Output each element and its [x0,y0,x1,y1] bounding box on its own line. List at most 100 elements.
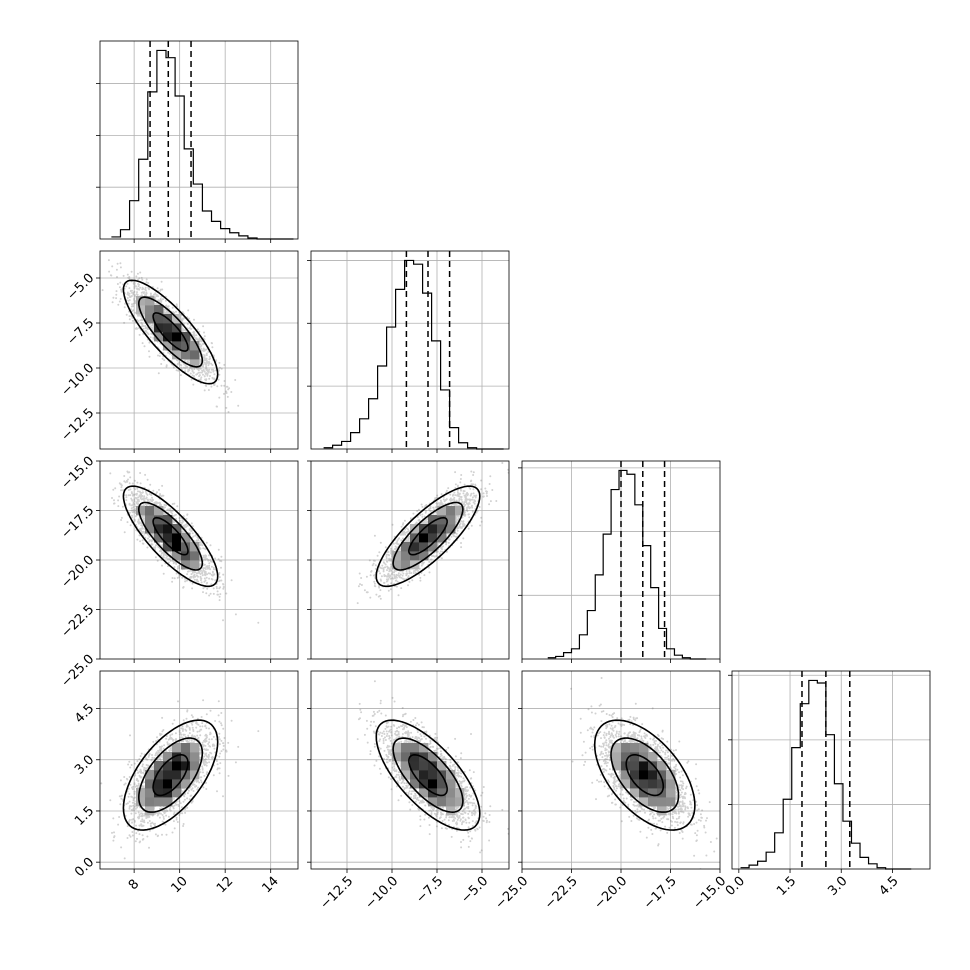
density-cell [181,551,191,561]
panel-frame [310,460,510,660]
density-cell [181,779,191,789]
density-cell [172,524,182,534]
density-cell [172,752,182,762]
y-tick-label: −7.5 [64,316,97,349]
histogram-step-line [111,49,294,240]
contour-line [610,737,680,813]
panel-content [100,699,260,860]
density-cell [639,788,649,798]
contour-line [625,754,665,797]
density-cell [666,779,676,789]
density-cell [154,506,164,516]
density-cell [666,797,676,807]
density-cell [401,770,411,780]
panel-frame [99,670,299,870]
panel-content [356,680,509,854]
density-cell [163,779,173,789]
x-tick-label: −7.5 [413,874,446,907]
density-cell [446,788,456,798]
density-cell [172,350,182,360]
density-cell [612,761,622,771]
density-cell [181,761,191,771]
density-cell [163,515,173,525]
contour-line [152,754,189,797]
density-cell [428,542,438,552]
y-tick-label: −10.0 [59,361,98,400]
panel-frame [99,40,299,240]
panel-frame [310,250,510,450]
y-tick-label: 3.0 [72,752,97,777]
density-cell [428,770,438,780]
density-cell [639,743,649,753]
panel-frame [731,670,931,870]
density-cell [446,806,456,816]
density-cell [190,752,200,762]
density-cell [428,515,438,525]
density-cell [145,296,155,306]
density-cell [154,533,164,543]
density-cell [154,314,164,324]
density-cell [428,533,438,543]
x-tick-label: −25.0 [493,874,532,913]
x-tick-label: −12.5 [318,874,357,913]
density-cell [410,542,420,552]
contour-line [375,719,481,831]
scatter-density-panel: −12.5 −10.0 −7.5 −5.0 [59,250,299,453]
histogram-panel [96,40,299,243]
histogram-step-line [323,259,504,450]
density-cell [190,551,200,561]
density-cell [154,323,164,333]
density-cell [163,533,173,543]
density-cell [154,779,164,789]
y-tick-label: −20.0 [59,553,98,592]
density-cell [437,533,447,543]
density-cell [163,341,173,351]
x-tick-label: −17.5 [641,874,680,913]
x-tick-label: 3.0 [825,874,850,899]
density-cell [437,515,447,525]
density-cell [419,779,429,789]
density-cell [419,743,429,753]
panel-content [109,470,260,624]
density-cell [437,524,447,534]
panel-frame [99,460,299,660]
density-cell [181,533,191,543]
density-cell [145,788,155,798]
density-cell [437,788,447,798]
y-tick-label: −17.5 [59,503,98,542]
density-cell [401,761,411,771]
density-cell [428,779,438,789]
density-cell [419,542,429,552]
density-cell [392,752,402,762]
x-tick-label: −22.5 [542,874,581,913]
density-cell [401,743,411,753]
density-cell [172,332,182,342]
density-cell [666,788,676,798]
density-cell [154,305,164,315]
scatter-density-panel: 8 10 12 14 0.0 1.5 3.0 4.5 [72,670,299,896]
density-cell [181,542,191,552]
density-cell [666,770,676,780]
density-cell [154,770,164,780]
density-cell [648,779,658,789]
contour-line [408,516,448,556]
density-cell [410,761,420,771]
density-cell [419,761,429,771]
density-cell [163,323,173,333]
density-cell [172,779,182,789]
density-cell [621,770,631,780]
density-cell [136,296,146,306]
x-tick-label: 1.5 [774,874,799,899]
panel-frame [521,460,721,660]
panel-frame [310,670,510,870]
histogram-panel [307,250,510,453]
x-tick-label: 8 [126,877,142,893]
density-cell [154,761,164,771]
density-cell [154,797,164,807]
contour-line [392,737,464,814]
x-tick-label: −5.0 [458,874,491,907]
density-cell [648,770,658,780]
density-cell [446,506,456,516]
density-cell [657,806,667,816]
density-cell [648,752,658,762]
